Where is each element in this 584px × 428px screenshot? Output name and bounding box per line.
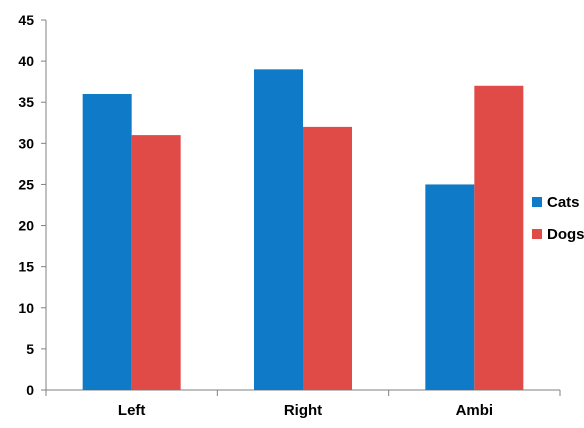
y-tick-label: 0 [26, 382, 34, 398]
legend: Cats Dogs [532, 194, 584, 243]
bar-cats-left [82, 94, 132, 390]
y-tick-label: 20 [18, 218, 34, 234]
y-tick-label: 10 [18, 300, 34, 316]
y-tick-label: 45 [18, 12, 34, 28]
y-tick-label: 30 [18, 135, 34, 151]
x-tick-label: Ambi [456, 402, 494, 419]
bars [82, 69, 524, 391]
legend-swatch-cats [532, 197, 542, 207]
x-tick-label: Right [284, 402, 322, 419]
y-tick-label: 25 [18, 176, 34, 192]
y-tick-label: 15 [18, 259, 34, 275]
legend-label-cats: Cats [547, 194, 580, 211]
bar-cats-right [254, 69, 303, 390]
bar-cats-ambi [425, 184, 475, 390]
legend-swatch-dogs [532, 229, 542, 239]
x-tick-label: Left [118, 402, 146, 419]
y-tick-label: 40 [18, 53, 34, 69]
axis-labels: 0 5 10 15 20 25 30 35 40 45 Left Right Ambi [18, 12, 493, 419]
bar-dogs-left [131, 135, 181, 390]
legend-label-dogs: Dogs [547, 226, 584, 243]
y-tick-label: 5 [26, 341, 34, 357]
bar-dogs-ambi [474, 85, 524, 391]
y-tick-label: 35 [18, 94, 34, 110]
bar-dogs-right [303, 126, 352, 390]
